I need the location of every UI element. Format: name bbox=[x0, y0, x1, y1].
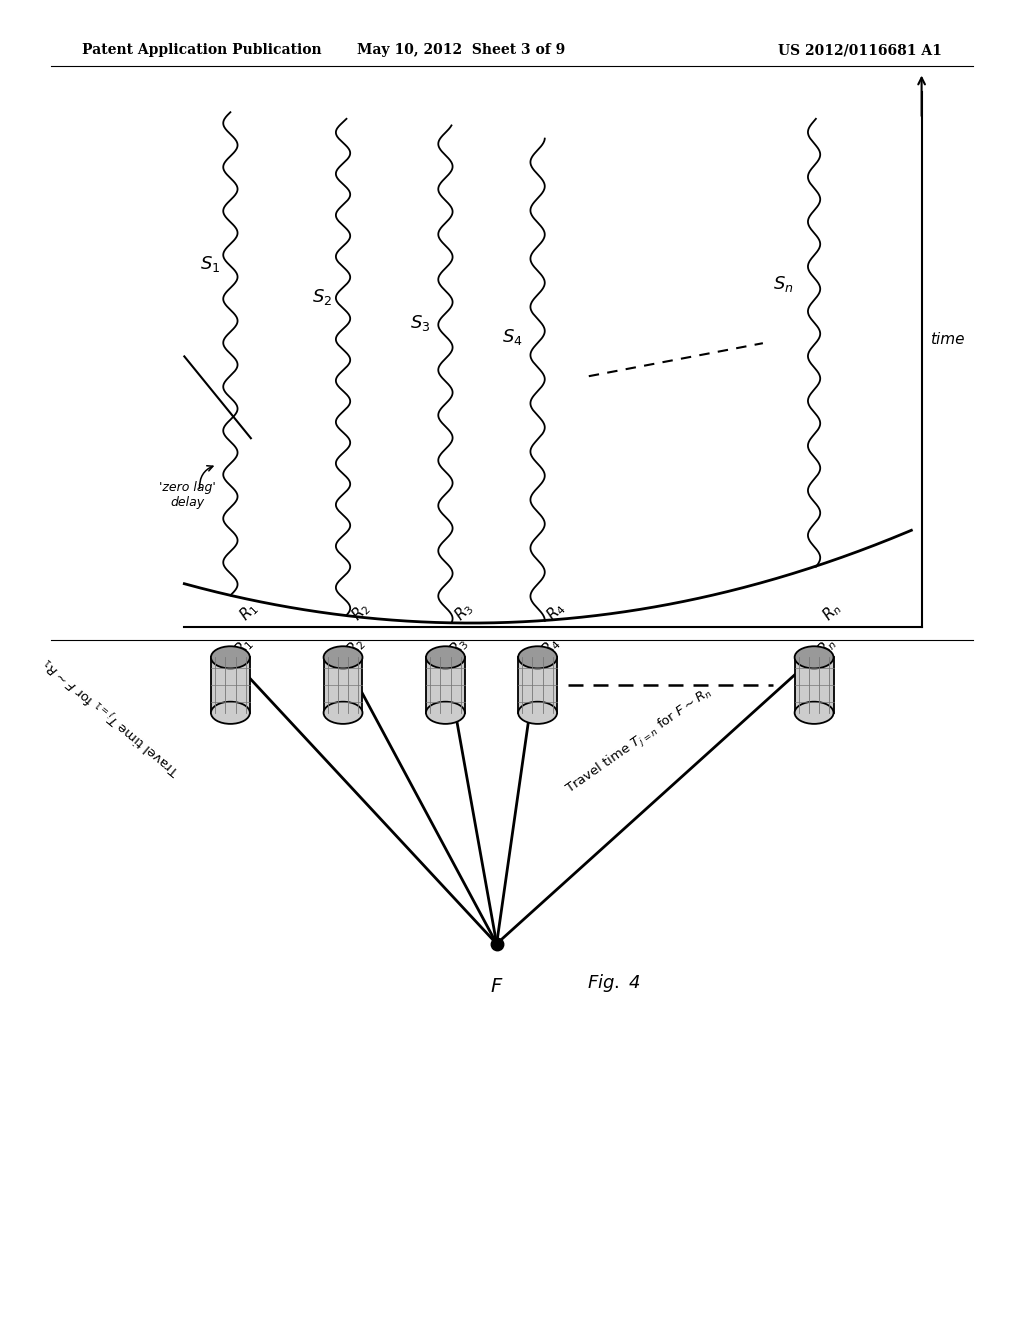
Text: $R_4$: $R_4$ bbox=[543, 598, 569, 624]
Text: 'zero lag'
delay: 'zero lag' delay bbox=[159, 480, 215, 510]
Ellipse shape bbox=[211, 702, 250, 723]
Text: May 10, 2012  Sheet 3 of 9: May 10, 2012 Sheet 3 of 9 bbox=[356, 44, 565, 57]
Bar bbox=[795, 657, 834, 713]
Text: $F$: $F$ bbox=[489, 977, 504, 995]
Text: $R_n$: $R_n$ bbox=[819, 598, 846, 624]
Text: Travel time $T_{j=1}$ for $F{\sim}R_1$: Travel time $T_{j=1}$ for $F{\sim}R_1$ bbox=[39, 653, 185, 779]
Text: Travel time $T_{j=n}$ for $F{\sim}R_n$: Travel time $T_{j=n}$ for $F{\sim}R_n$ bbox=[563, 684, 717, 800]
Text: $S_3$: $S_3$ bbox=[410, 313, 430, 334]
Ellipse shape bbox=[426, 702, 465, 723]
Bar bbox=[324, 657, 362, 713]
Text: $R_1$: $R_1$ bbox=[230, 634, 257, 660]
Bar bbox=[426, 657, 465, 713]
Ellipse shape bbox=[518, 702, 557, 723]
Text: $S_n$: $S_n$ bbox=[773, 273, 794, 294]
Text: $S_2$: $S_2$ bbox=[312, 286, 333, 308]
Text: Patent Application Publication: Patent Application Publication bbox=[82, 44, 322, 57]
Ellipse shape bbox=[795, 702, 834, 723]
Text: $R_3$: $R_3$ bbox=[445, 634, 472, 660]
Text: $S_4$: $S_4$ bbox=[502, 326, 522, 347]
Ellipse shape bbox=[211, 647, 250, 668]
Bar bbox=[518, 657, 557, 713]
Text: $R_3$: $R_3$ bbox=[451, 598, 477, 624]
Ellipse shape bbox=[426, 647, 465, 668]
Bar bbox=[211, 657, 250, 713]
Text: $R_2$: $R_2$ bbox=[348, 598, 375, 624]
Text: $R_2$: $R_2$ bbox=[343, 634, 370, 660]
Text: time: time bbox=[930, 333, 965, 347]
Ellipse shape bbox=[324, 702, 362, 723]
Ellipse shape bbox=[795, 647, 834, 668]
Ellipse shape bbox=[518, 647, 557, 668]
Text: $S_1$: $S_1$ bbox=[200, 253, 220, 275]
Text: $R_n$: $R_n$ bbox=[814, 634, 841, 660]
Text: $R_4$: $R_4$ bbox=[538, 634, 564, 660]
Text: $\mathit{Fig.}$ 4: $\mathit{Fig.}$ 4 bbox=[588, 973, 641, 994]
Text: $R_1$: $R_1$ bbox=[236, 598, 262, 624]
Ellipse shape bbox=[324, 647, 362, 668]
Text: US 2012/0116681 A1: US 2012/0116681 A1 bbox=[778, 44, 942, 57]
